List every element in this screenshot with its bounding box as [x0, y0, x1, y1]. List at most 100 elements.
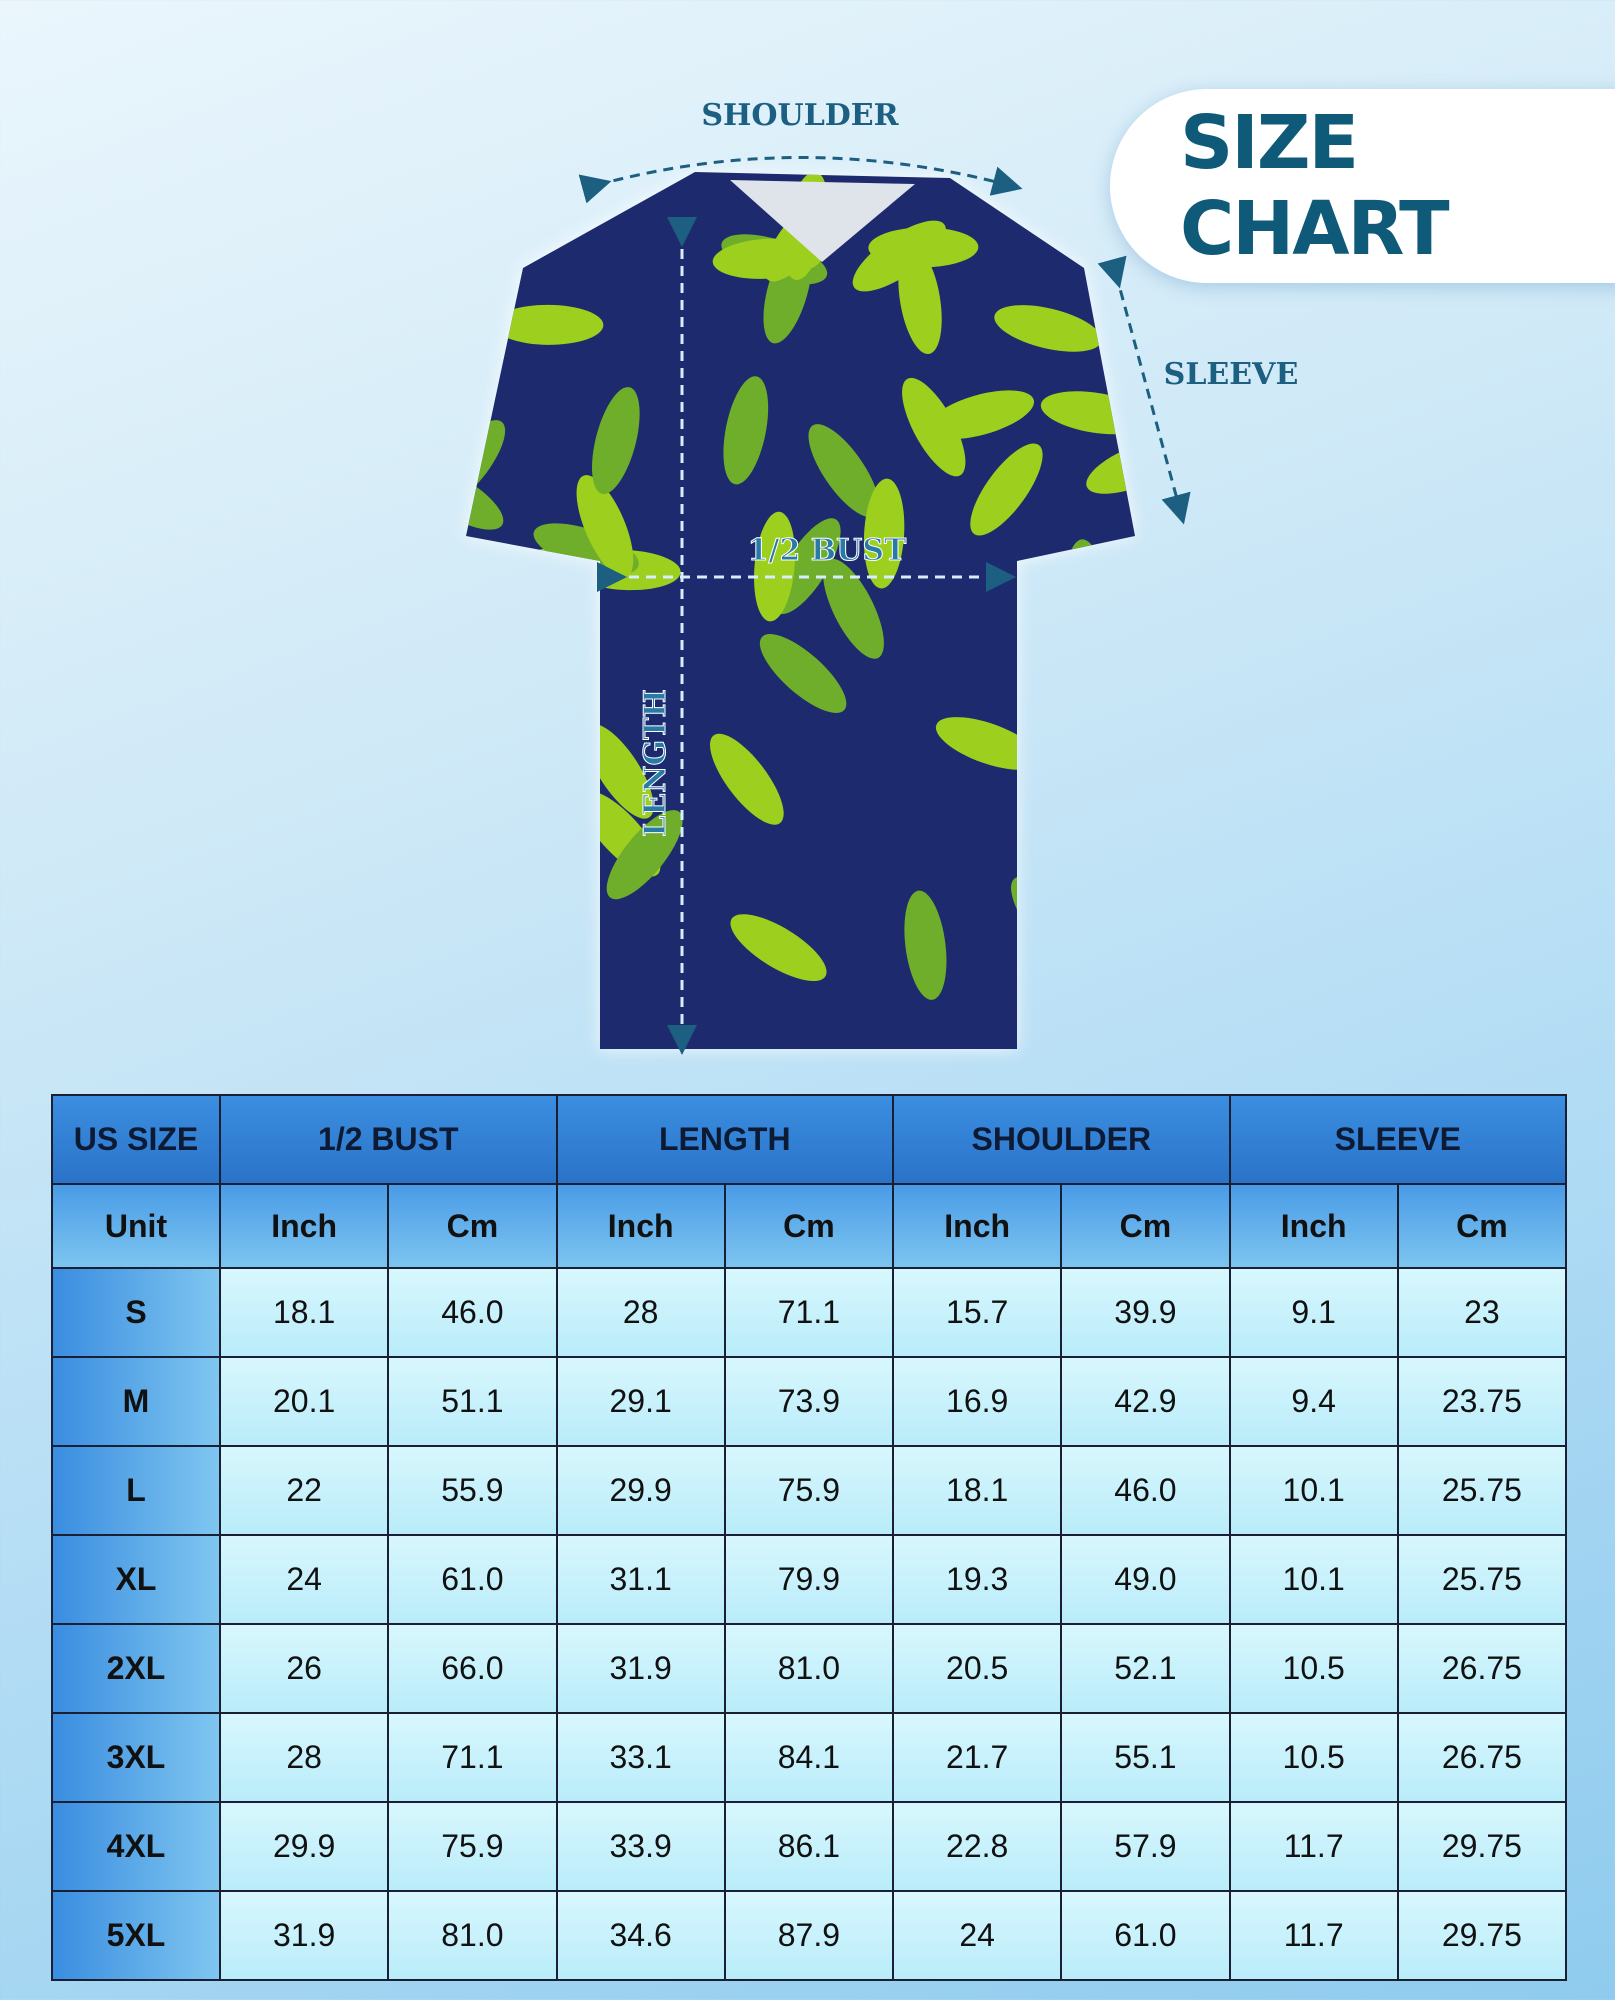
value-cell: 57.9 [1060, 1801, 1231, 1892]
value-cell: 10.5 [1228, 1623, 1399, 1714]
fish [935, 717, 1041, 770]
value-cell: 28 [555, 1267, 726, 1358]
value-cell: 21.7 [892, 1712, 1063, 1803]
value-cell: 71.1 [387, 1712, 558, 1803]
fish [808, 424, 880, 518]
table-row: S 18.1 46.0 28 71.1 15.7 39.9 9.1 23 [51, 1267, 1568, 1358]
value-cell: 55.9 [387, 1445, 558, 1536]
fish [970, 443, 1043, 536]
header-cell: SLEEVE [1228, 1094, 1568, 1185]
value-cell: 18.1 [892, 1445, 1063, 1536]
value-cell: 29.9 [555, 1445, 726, 1536]
fish [710, 733, 784, 825]
bust-label: 1/2 BUST [748, 533, 907, 568]
value-cell: 23.75 [1396, 1356, 1568, 1447]
value-cell: 46.0 [387, 1267, 558, 1358]
value-cell: 84.1 [723, 1712, 895, 1803]
value-cell: 31.9 [218, 1890, 390, 1981]
length-label: LENGTH [638, 689, 673, 837]
value-cell: 39.9 [1060, 1267, 1231, 1358]
table-row: XL 24 61.0 31.1 79.9 19.3 49.0 10.1 25.75 [51, 1534, 1568, 1625]
value-cell: 66.0 [387, 1623, 558, 1714]
shoulder-label: SHOULDER [701, 98, 899, 133]
value-cell: 81.0 [723, 1623, 895, 1714]
size-cell: 4XL [51, 1801, 221, 1892]
fish [466, 919, 555, 988]
value-cell: 9.1 [1228, 1267, 1399, 1358]
value-cell: 46.0 [1060, 1445, 1231, 1536]
value-cell: 23 [1396, 1267, 1568, 1358]
fish [466, 984, 541, 1029]
value-cell: 26 [218, 1623, 390, 1714]
value-cell: 31.1 [555, 1534, 726, 1625]
fish [487, 940, 528, 1049]
sleeve-label: SLEEVE [1164, 357, 1299, 392]
table-row: 5XL 31.9 81.0 34.6 87.9 24 61.0 11.7 29.75 [51, 1890, 1568, 1981]
value-cell: 26.75 [1396, 1623, 1568, 1714]
value-cell: 26.75 [1396, 1712, 1568, 1803]
size-cell: 2XL [51, 1623, 221, 1714]
value-cell: 20.1 [218, 1356, 390, 1447]
header-cell: US SIZE [51, 1094, 221, 1185]
value-cell: 55.1 [1060, 1712, 1231, 1803]
unit-cell: Inch [1228, 1183, 1399, 1269]
title: SIZE CHART [1180, 100, 1450, 272]
fish [852, 220, 946, 292]
unit-cell: Cm [387, 1183, 558, 1269]
fish [1108, 951, 1135, 1040]
table-row: Unit Inch Cm Inch Cm Inch Cm Inch Cm [51, 1183, 1568, 1269]
value-cell: 29.9 [218, 1801, 390, 1892]
fish [904, 890, 947, 1000]
fish [584, 723, 654, 819]
value-cell: 22 [218, 1445, 390, 1536]
fish [466, 463, 504, 530]
size-cell: S [51, 1267, 221, 1358]
value-cell: 10.1 [1228, 1534, 1399, 1625]
fish [493, 304, 604, 345]
value-cell: 87.9 [723, 1890, 895, 1981]
value-cell: 29.75 [1396, 1890, 1568, 1981]
value-cell: 34.6 [555, 1890, 726, 1981]
unit-cell: Unit [51, 1183, 221, 1269]
table-row: 3XL 28 71.1 33.1 84.1 21.7 55.1 10.5 26.75 [51, 1712, 1568, 1803]
header-cell: 1/2 BUST [219, 1094, 558, 1185]
value-cell: 15.7 [892, 1267, 1063, 1358]
value-cell: 49.0 [1060, 1534, 1231, 1625]
header-cell: SHOULDER [892, 1094, 1231, 1185]
value-cell: 73.9 [723, 1356, 895, 1447]
value-cell: 75.9 [723, 1445, 895, 1536]
fish [592, 387, 640, 494]
value-cell: 33.9 [555, 1801, 726, 1892]
table-row: US SIZE 1/2 BUST LENGTH SHOULDER SLEEVE [51, 1094, 1568, 1185]
value-cell: 20.5 [892, 1623, 1063, 1714]
fish [606, 810, 683, 900]
value-cell: 86.1 [723, 1801, 895, 1892]
value-cell: 11.7 [1228, 1890, 1399, 1981]
value-cell: 61.0 [1060, 1890, 1231, 1981]
unit-cell: Cm [1060, 1183, 1231, 1269]
unit-cell: Inch [555, 1183, 726, 1269]
title-badge: SIZE CHART [1110, 89, 1615, 283]
value-cell: 9.4 [1228, 1356, 1399, 1447]
value-cell: 11.7 [1228, 1801, 1399, 1892]
fish [723, 376, 769, 485]
value-cell: 31.9 [555, 1623, 726, 1714]
size-cell: 5XL [51, 1890, 221, 1981]
value-cell: 81.0 [387, 1890, 558, 1981]
value-cell: 22.8 [892, 1801, 1063, 1892]
value-cell: 24 [218, 1534, 390, 1625]
sleeve-arrow [1097, 255, 1191, 525]
value-cell: 42.9 [1060, 1356, 1231, 1447]
value-cell: 10.1 [1228, 1445, 1399, 1536]
fish [535, 749, 588, 855]
value-cell: 52.1 [1060, 1623, 1231, 1714]
fish [576, 475, 634, 578]
value-cell: 29.1 [555, 1356, 726, 1447]
shoulder-arrow [578, 156, 1023, 204]
fish [1134, 515, 1186, 629]
size-cell: L [51, 1445, 221, 1536]
fish [1066, 539, 1108, 650]
table-row: 2XL 26 66.0 31.9 81.0 20.5 52.1 10.5 26.75 [51, 1623, 1568, 1714]
unit-cell: Inch [892, 1183, 1063, 1269]
value-cell: 24 [892, 1890, 1063, 1981]
